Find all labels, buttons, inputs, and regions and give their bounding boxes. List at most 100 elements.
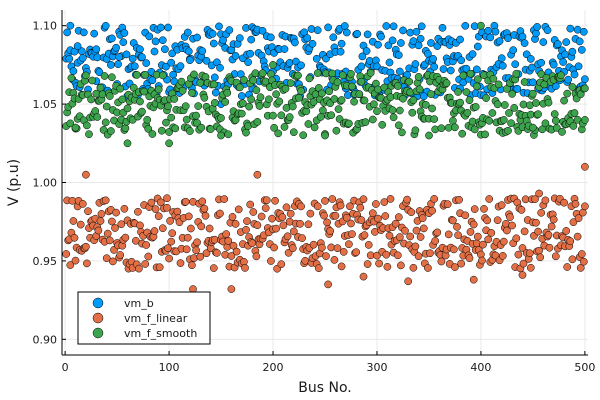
data-point xyxy=(154,85,163,94)
data-point xyxy=(494,80,503,89)
data-point xyxy=(529,78,537,87)
data-point xyxy=(158,71,167,80)
data-point xyxy=(499,237,508,246)
data-point xyxy=(245,102,253,111)
data-point xyxy=(308,39,317,48)
data-point xyxy=(493,100,502,109)
data-point xyxy=(508,90,516,98)
data-point xyxy=(493,216,502,225)
data-point xyxy=(216,209,224,218)
data-point xyxy=(285,113,294,121)
data-point xyxy=(261,204,270,212)
data-point xyxy=(227,252,236,260)
data-point xyxy=(433,228,442,237)
data-point xyxy=(487,229,496,237)
data-point xyxy=(357,62,366,71)
data-point xyxy=(564,75,573,84)
data-point xyxy=(327,111,336,120)
data-point xyxy=(488,109,497,117)
data-point xyxy=(320,211,328,220)
data-point xyxy=(508,221,516,230)
data-point xyxy=(404,277,413,286)
data-point xyxy=(169,70,178,79)
data-point xyxy=(537,58,546,67)
data-point xyxy=(296,219,304,228)
data-point xyxy=(357,216,366,224)
data-point xyxy=(370,100,378,109)
data-point xyxy=(93,113,102,121)
data-point xyxy=(94,226,103,235)
data-point xyxy=(505,109,513,117)
data-point xyxy=(158,36,167,45)
data-point xyxy=(193,238,201,247)
data-point xyxy=(411,60,420,68)
data-point xyxy=(164,244,172,253)
data-point xyxy=(526,55,535,63)
data-point xyxy=(194,102,203,110)
data-point xyxy=(384,41,393,50)
data-point xyxy=(386,195,395,203)
data-point xyxy=(256,93,265,102)
data-point xyxy=(331,211,340,220)
data-point xyxy=(454,88,462,96)
data-point xyxy=(339,248,348,256)
data-point xyxy=(419,224,428,233)
data-point xyxy=(329,33,338,42)
data-point xyxy=(551,252,560,261)
data-point xyxy=(281,84,290,93)
data-point xyxy=(375,259,383,268)
data-point xyxy=(211,88,220,97)
data-point xyxy=(116,84,125,93)
data-point xyxy=(428,104,436,113)
data-point xyxy=(534,110,542,119)
data-point xyxy=(450,245,458,254)
data-point xyxy=(294,71,302,80)
data-point xyxy=(278,213,287,222)
data-point xyxy=(411,242,420,251)
data-point xyxy=(288,102,297,111)
data-point xyxy=(249,208,258,216)
data-point xyxy=(161,45,169,54)
data-point xyxy=(528,63,536,72)
data-point xyxy=(97,210,106,218)
data-point xyxy=(399,94,407,103)
data-point xyxy=(533,23,541,31)
data-point xyxy=(65,54,74,63)
data-point xyxy=(323,218,331,227)
data-point xyxy=(150,227,159,235)
data-point xyxy=(231,220,240,228)
data-point xyxy=(459,71,468,80)
data-point xyxy=(182,115,191,124)
data-point xyxy=(406,232,415,241)
data-point xyxy=(451,263,459,271)
data-point xyxy=(116,251,125,259)
data-point xyxy=(224,130,233,139)
data-point xyxy=(156,23,165,32)
data-point xyxy=(373,107,381,116)
data-point xyxy=(427,39,435,47)
data-point xyxy=(372,200,380,208)
data-point xyxy=(405,77,414,86)
data-point xyxy=(510,104,519,112)
data-point xyxy=(247,35,256,44)
data-point xyxy=(240,76,248,84)
data-point xyxy=(558,128,566,136)
data-point xyxy=(184,47,193,56)
data-point xyxy=(182,245,191,254)
data-point xyxy=(517,206,526,214)
data-point xyxy=(352,248,361,257)
data-point xyxy=(111,224,119,232)
data-point xyxy=(403,195,411,204)
data-point xyxy=(167,237,176,246)
data-point xyxy=(563,89,572,98)
data-point xyxy=(389,22,398,31)
legend-label: vm_b xyxy=(124,297,154,310)
data-point xyxy=(193,33,201,42)
data-point xyxy=(79,28,88,37)
data-point xyxy=(409,37,418,45)
data-point xyxy=(359,195,368,204)
data-point xyxy=(346,202,354,211)
data-point xyxy=(188,261,196,270)
data-point xyxy=(138,53,146,61)
data-point xyxy=(322,252,330,260)
